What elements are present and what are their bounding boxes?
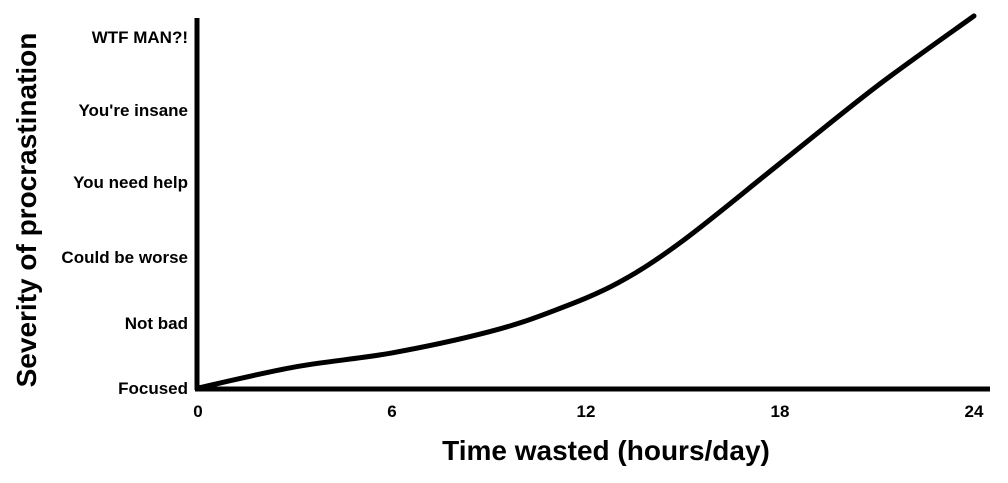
y-tick-label: Not bad — [125, 314, 188, 333]
y-tick-label: Could be worse — [61, 248, 188, 267]
x-tick-label: 18 — [771, 402, 790, 421]
y-tick-label: Focused — [118, 379, 188, 398]
y-axis-title: Severity of procrastination — [11, 33, 42, 388]
axes — [194, 18, 990, 392]
x-tick-label: 6 — [387, 402, 396, 421]
y-tick-label: You need help — [73, 173, 188, 192]
x-tick-label: 0 — [193, 402, 202, 421]
x-axis-title: Time wasted (hours/day) — [442, 435, 770, 466]
y-tick-label: You're insane — [78, 101, 188, 120]
series-line — [195, 13, 977, 391]
x-tick-labels: 0 6 12 18 24 — [193, 402, 984, 421]
y-tick-label: WTF MAN?! — [92, 28, 188, 47]
x-tick-label: 24 — [965, 402, 984, 421]
y-tick-labels: Focused Not bad Could be worse You need hel… — [61, 28, 188, 398]
x-tick-label: 12 — [577, 402, 596, 421]
